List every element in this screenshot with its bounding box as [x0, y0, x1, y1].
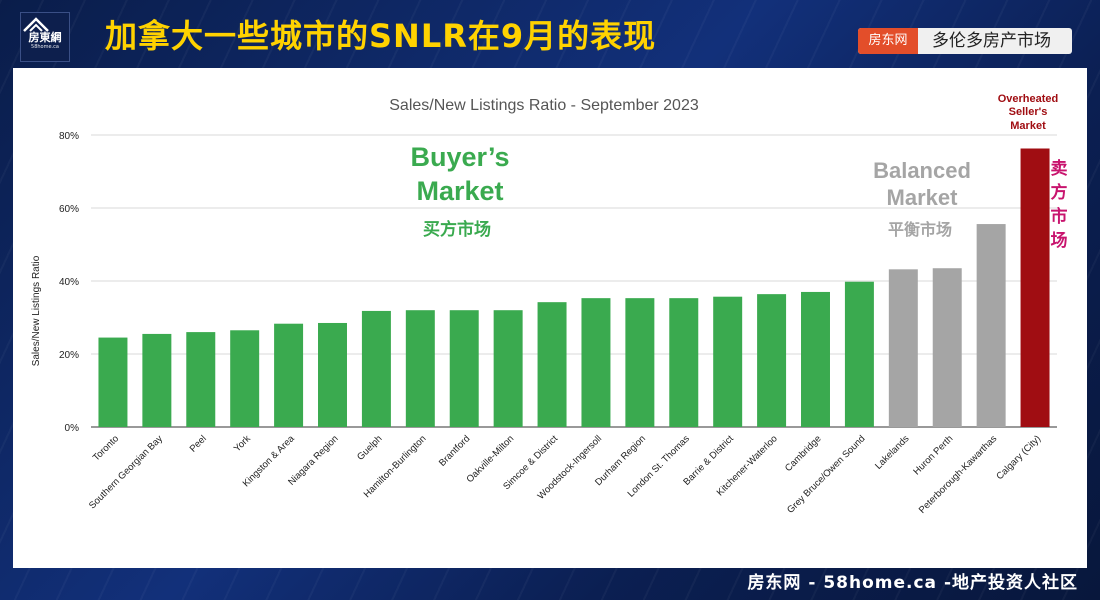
balanced-market-line2: Market: [887, 185, 959, 210]
overheated-line2: Seller's: [1009, 106, 1048, 118]
balanced-market-line1: Balanced: [873, 158, 971, 183]
logo-name: 房東網: [28, 31, 62, 44]
x-tick-label: Grey Bruce/Owen Sound: [785, 433, 867, 515]
logo-url: 58home.ca: [31, 44, 59, 50]
x-tick-label: Toronto: [91, 433, 121, 463]
bar: [888, 269, 918, 427]
y-tick-label: 60%: [59, 204, 79, 215]
overheated-line3: Market: [1010, 120, 1046, 132]
bar: [361, 310, 391, 427]
bar: [625, 298, 655, 427]
balanced-market-cn: 平衡市场: [888, 220, 952, 239]
x-tick-label: Calgary (City): [994, 433, 1043, 482]
sellers-cn-char-1: 卖: [1051, 158, 1068, 179]
bar: [932, 268, 962, 427]
x-tick-label: Southern Georgian Bay: [87, 433, 165, 511]
buyers-market-cn: 买方市场: [423, 219, 491, 240]
sellers-cn-char-3: 市: [1051, 206, 1068, 227]
sellers-cn-char-4: 场: [1051, 231, 1068, 251]
site-logo[interactable]: 房東網 58home.ca: [20, 12, 70, 62]
x-tick-label: Huron Perth: [911, 433, 955, 477]
market-tag: 房东网 多伦多房产市场: [858, 28, 1072, 54]
bar: [98, 337, 128, 427]
y-tick-label: 20%: [59, 350, 79, 361]
bar: [976, 224, 1006, 427]
bar: [844, 281, 874, 427]
x-tick-label: York: [232, 433, 253, 454]
bar: [274, 323, 304, 427]
y-axis-label: Sales/New Listings Ratio: [31, 255, 42, 366]
house-roof-icon: [21, 16, 69, 32]
tag-city: 多伦多房产市场: [932, 31, 1051, 51]
overheated-line1: Overheated: [998, 93, 1059, 105]
y-tick-label: 80%: [59, 131, 79, 142]
bar: [186, 332, 216, 427]
x-tick-label: Cambridge: [783, 433, 824, 474]
buyers-market-line1: Buyer’s: [410, 142, 509, 172]
bar: [757, 294, 787, 427]
bar: [449, 310, 479, 427]
page-headline: 加拿大一些城市的SNLR在9月的表现: [105, 17, 657, 55]
bar: [669, 298, 699, 427]
chart-title: Sales/New Listings Ratio - September 202…: [389, 97, 699, 114]
y-tick-label: 0%: [65, 423, 80, 434]
bar: [142, 333, 172, 427]
footer-text: 房东网 - 58home.ca -地产投资人社区: [747, 573, 1078, 593]
bar: [1020, 148, 1050, 427]
x-tick-label: Peel: [188, 433, 209, 454]
bars: [98, 148, 1050, 427]
tag-label: 房东网: [858, 28, 918, 54]
chart-panel: Sales/New Listings Ratio - September 202…: [13, 68, 1087, 568]
bar: [537, 302, 567, 427]
y-tick-label: 40%: [59, 277, 79, 288]
snlr-bar-chart: Sales/New Listings Ratio - September 202…: [31, 93, 1068, 516]
bar: [318, 322, 347, 427]
x-tick-label: Guelph: [355, 433, 384, 462]
bar: [493, 310, 523, 427]
bar: [230, 330, 260, 427]
y-tick-labels: 0% 20% 40% 60% 80%: [59, 131, 79, 434]
x-tick-label: Brantford: [437, 433, 472, 468]
bar: [713, 296, 743, 427]
bar: [405, 310, 435, 427]
sellers-cn-char-2: 方: [1051, 182, 1068, 203]
bar: [801, 291, 830, 427]
buyers-market-line2: Market: [416, 176, 503, 206]
bar: [581, 298, 611, 427]
x-tick-label: Peterborough-Kawarthas: [917, 433, 1000, 516]
x-tick-label: Lakelands: [873, 433, 912, 472]
